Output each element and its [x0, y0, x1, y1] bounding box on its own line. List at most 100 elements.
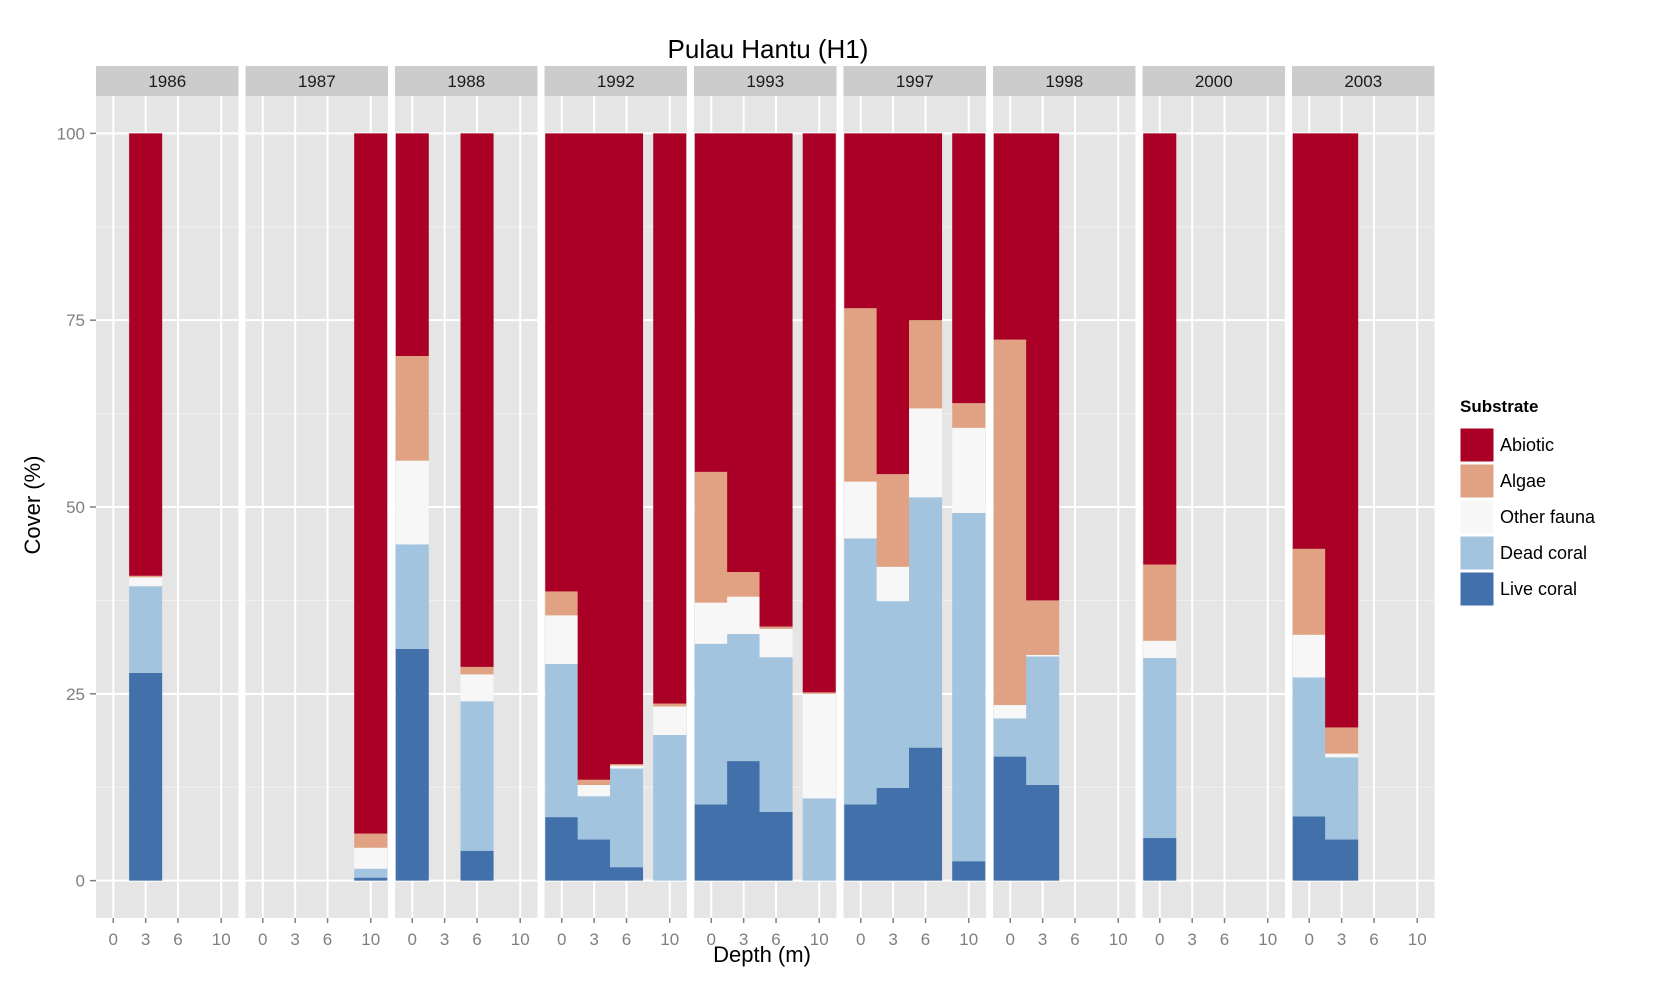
- bar-segment-live-coral: [1026, 784, 1060, 881]
- x-tick-label: 6: [1070, 930, 1079, 949]
- x-tick-label: 10: [810, 930, 829, 949]
- bar-stack-1998-depth-0: [993, 133, 1027, 881]
- facet-panel-1993: 1993 0 3 6 10: [694, 66, 837, 949]
- x-tick-label: 10: [959, 930, 978, 949]
- bar-segment-live-coral: [1292, 816, 1326, 881]
- bar-segment-abiotic: [1325, 133, 1359, 728]
- x-tick-label: 6: [1220, 930, 1229, 949]
- bar-segment-dead-coral: [129, 586, 163, 673]
- bar-segment-other-fauna: [395, 460, 429, 545]
- bar-segment-abiotic: [876, 133, 910, 475]
- y-axis-label: Cover (%): [20, 455, 45, 554]
- x-tick-label: 3: [1187, 930, 1196, 949]
- bar-segment-dead-coral: [952, 512, 986, 862]
- facet-panel-1986: 1986 0 3 6 10: [96, 66, 239, 949]
- x-tick-label: 6: [323, 930, 332, 949]
- legend: Substrate Abiotic Algae Other fauna Dead co…: [1459, 397, 1596, 607]
- bar-segment-other-fauna: [909, 408, 943, 498]
- bar-segment-dead-coral: [1026, 656, 1060, 785]
- x-tick-label: 0: [707, 930, 716, 949]
- bar-segment-live-coral: [876, 787, 910, 881]
- bar-stack-1992-depth-0: [545, 133, 579, 881]
- bar-segment-other-fauna: [1026, 654, 1060, 657]
- bar-segment-other-fauna: [577, 784, 611, 797]
- bar-segment-dead-coral: [727, 634, 761, 762]
- chart-title: Pulau Hantu (H1): [668, 34, 869, 64]
- x-tick-label: 0: [109, 930, 118, 949]
- bar-segment-other-fauna: [129, 577, 163, 587]
- legend-label: Abiotic: [1500, 435, 1554, 455]
- bar-segment-other-fauna: [844, 481, 878, 539]
- bar-stack-1992-depth-10: [653, 133, 687, 881]
- bar-segment-algae: [545, 591, 579, 616]
- bar-segment-other-fauna: [1143, 640, 1177, 658]
- bar-segment-dead-coral: [610, 768, 644, 868]
- bar-segment-live-coral: [577, 839, 611, 881]
- legend-key: [1459, 463, 1495, 499]
- bar-stack-1986-depth-3: [129, 133, 163, 881]
- bar-segment-dead-coral: [694, 643, 728, 805]
- bar-segment-abiotic: [802, 133, 836, 693]
- bar-segment-abiotic: [759, 133, 793, 627]
- bar-segment-other-fauna: [694, 602, 728, 644]
- bar-segment-algae: [577, 779, 611, 785]
- bar-stack-1993-depth-10: [802, 133, 836, 881]
- x-tick-label: 6: [1369, 930, 1378, 949]
- facet-panel-1998: 1998 0 3 6 10: [993, 66, 1136, 949]
- bar-stack-1993-depth-6: [759, 133, 793, 881]
- legend-label: Algae: [1500, 471, 1546, 491]
- bar-segment-algae: [802, 692, 836, 694]
- bar-segment-other-fauna: [876, 566, 910, 602]
- bar-segment-algae: [993, 339, 1027, 706]
- facet-strip-label: 1997: [896, 72, 934, 91]
- facet-strip-label: 1988: [447, 72, 485, 91]
- facet-panel-1997: 1997 0 3 6 10: [843, 66, 986, 949]
- bar-segment-live-coral: [952, 861, 986, 881]
- bar-segment-abiotic: [1143, 133, 1177, 565]
- x-tick-label: 0: [408, 930, 417, 949]
- x-tick-label: 3: [141, 930, 150, 949]
- x-tick-label: 0: [856, 930, 865, 949]
- bar-segment-abiotic: [545, 133, 579, 592]
- facet-strip: [544, 66, 687, 96]
- bar-segment-live-coral: [909, 747, 943, 881]
- bar-segment-other-fauna: [1292, 634, 1326, 678]
- bar-segment-abiotic: [653, 133, 687, 704]
- bar-segment-dead-coral: [395, 544, 429, 649]
- bar-segment-other-fauna: [610, 765, 644, 769]
- bar-segment-live-coral: [460, 850, 494, 881]
- facet-strip-label: 1986: [148, 72, 186, 91]
- bar-segment-algae: [909, 320, 943, 409]
- bar-segment-other-fauna: [1325, 753, 1359, 758]
- x-tick-label: 0: [258, 930, 267, 949]
- y-axis: 0 25 50 75 100: [57, 124, 96, 891]
- y-tick-label: 50: [66, 498, 85, 517]
- bar-segment-algae: [129, 575, 163, 578]
- legend-item-live-coral: Live coral: [1459, 571, 1577, 607]
- bar-segment-other-fauna: [545, 615, 579, 664]
- legend-label: Live coral: [1500, 579, 1577, 599]
- y-tick-label: 75: [66, 311, 85, 330]
- facet-strip: [843, 66, 986, 96]
- bar-stack-1997-depth-0: [844, 133, 878, 881]
- bar-segment-abiotic: [610, 133, 644, 765]
- x-tick-label: 6: [472, 930, 481, 949]
- bar-segment-abiotic: [993, 133, 1027, 340]
- bar-segment-live-coral: [844, 804, 878, 881]
- bar-segment-other-fauna: [993, 705, 1027, 719]
- bar-segment-algae: [1026, 600, 1060, 655]
- bar-stack-1993-depth-0: [694, 133, 728, 881]
- bar-stack-2003-depth-3: [1325, 133, 1359, 881]
- bar-segment-dead-coral: [909, 497, 943, 748]
- bar-segment-dead-coral: [545, 663, 579, 818]
- x-axis-label: Depth (m): [713, 942, 811, 967]
- bar-segment-dead-coral: [653, 734, 687, 881]
- bar-segment-live-coral: [759, 811, 793, 881]
- facet-panel-1992: 1992 0 3 6 10: [544, 66, 687, 949]
- bar-stack-1993-depth-3: [727, 133, 761, 881]
- facet-strip: [694, 66, 837, 96]
- bar-segment-live-coral: [129, 672, 163, 881]
